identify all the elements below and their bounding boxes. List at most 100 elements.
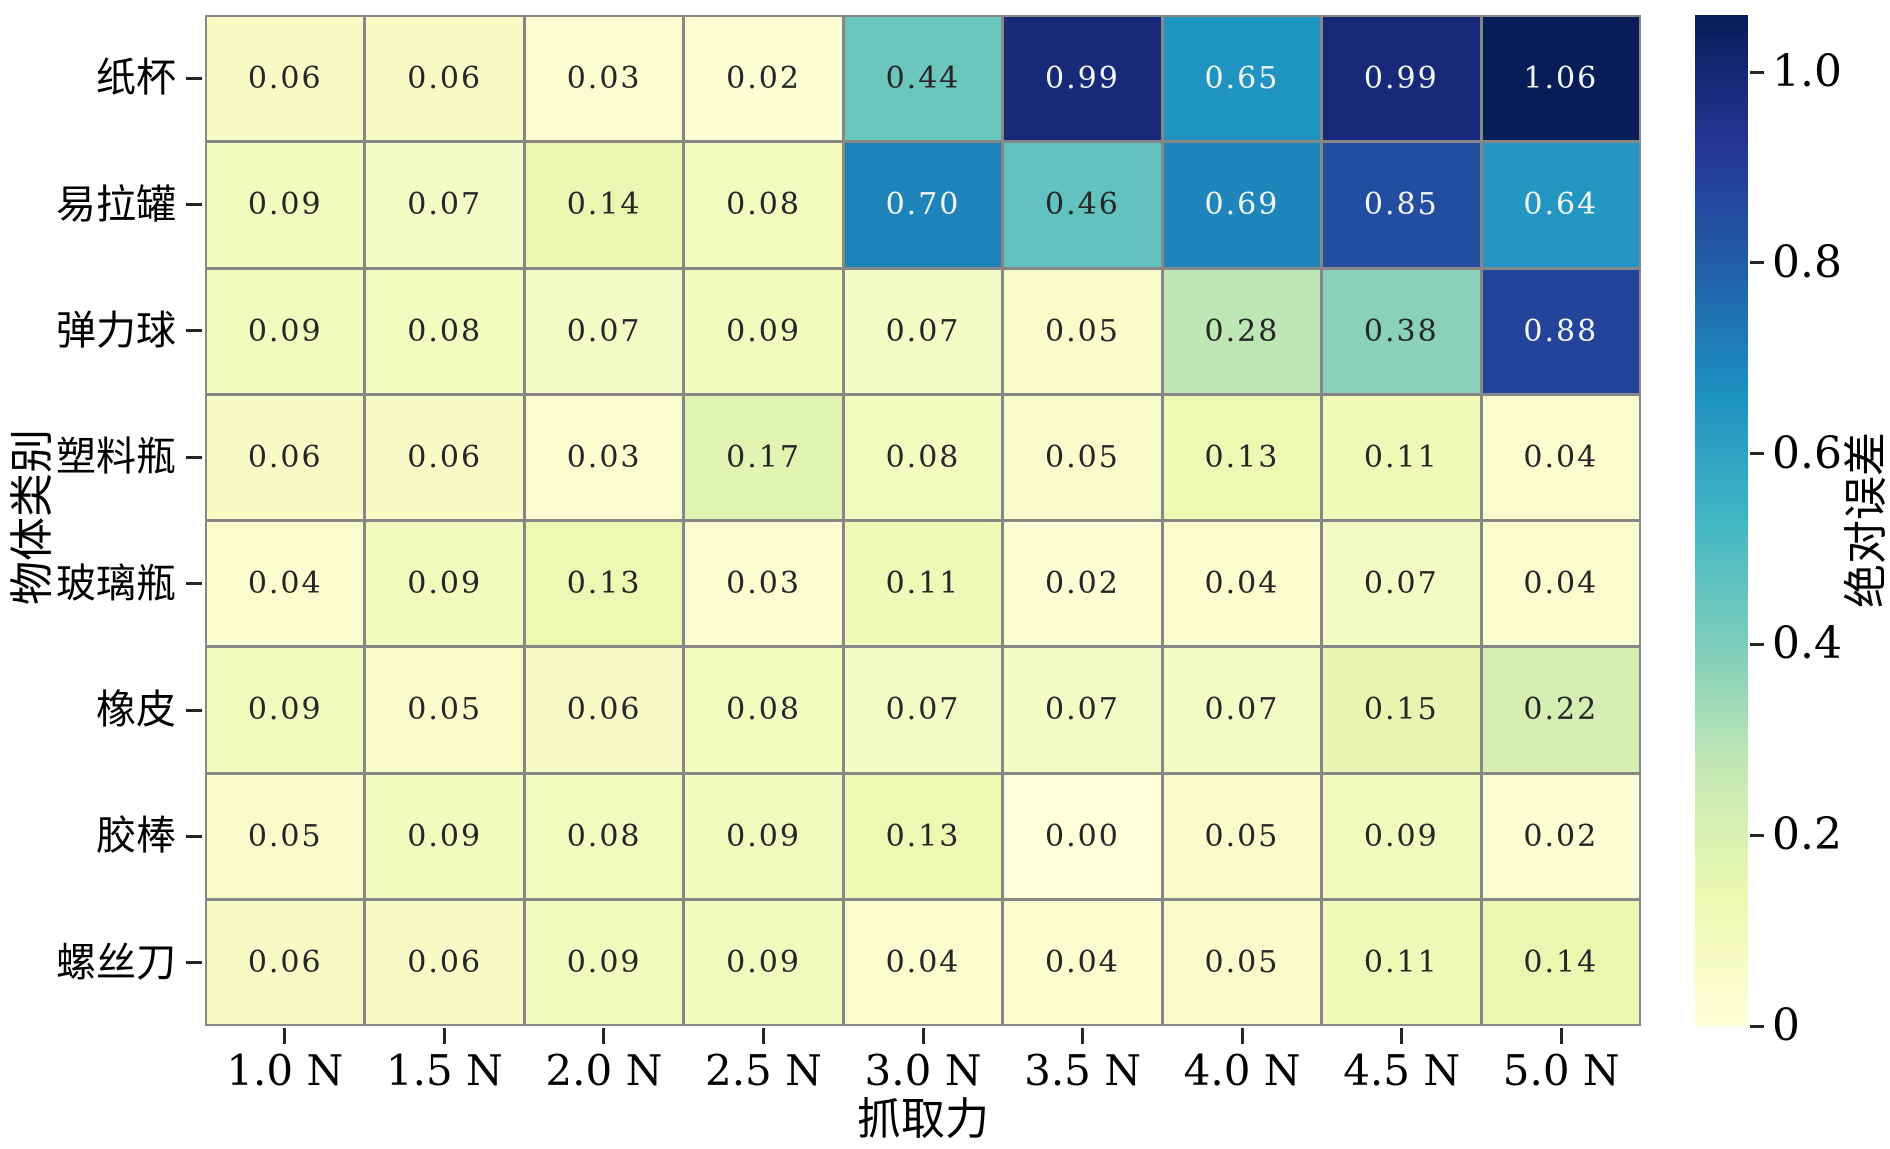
heatmap-cell: 0.28 [1163,269,1321,393]
heatmap-cell: 0.06 [525,648,683,772]
y-tick-mark [186,708,202,712]
y-tick-label: 塑料瓶 [56,434,176,481]
heatmap-cell: 0.64 [1482,143,1639,267]
heatmap-cell: 0.09 [207,269,364,393]
colorbar-tick-label: 0.4 [1772,618,1842,670]
heatmap-cell: 0.13 [525,522,683,646]
heatmap-cell: 0.05 [1163,900,1321,1024]
heatmap-cell: 0.04 [1163,522,1321,646]
colorbar-tick-label: 0.6 [1772,427,1842,479]
heatmap-cell: 0.02 [685,17,842,141]
y-tick-mark [186,582,202,586]
heatmap-cell: 0.07 [525,269,683,393]
heatmap-cell: 0.07 [1004,648,1161,772]
heatmap-cell: 0.69 [1163,143,1321,267]
x-tick-label: 2.0 N [545,1046,663,1095]
x-tick-mark [1559,1028,1563,1044]
x-tick-label: 3.0 N [864,1046,982,1095]
colorbar-tick-label: 0.2 [1772,809,1842,861]
heatmap-cell: 0.04 [207,522,364,646]
y-tick-label: 橡皮 [96,687,176,734]
y-tick-label: 玻璃瓶 [56,560,176,607]
heatmap-cell: 0.07 [1323,522,1480,646]
x-tick-label: 2.5 N [704,1046,822,1095]
heatmap-cell: 0.99 [1004,17,1161,141]
y-tick-label: 易拉罐 [56,181,176,228]
heatmap-cell: 0.07 [366,143,523,267]
heatmap-cell: 0.14 [525,143,683,267]
x-tick-label: 4.0 N [1183,1046,1301,1095]
heatmap-cell: 0.11 [1323,395,1480,519]
heatmap-cell: 0.05 [366,648,523,772]
heatmap-cell: 0.70 [844,143,1002,267]
heatmap-cell: 0.09 [525,900,683,1024]
y-tick-label: 螺丝刀 [56,939,176,986]
colorbar-tick-label: 0 [1772,1000,1800,1051]
y-tick-mark [186,203,202,207]
heatmap-cell: 0.85 [1323,143,1480,267]
heatmap-cell: 0.06 [366,900,523,1024]
x-tick-mark [1081,1028,1085,1044]
heatmap-cell: 0.05 [1004,269,1161,393]
heatmap-cell: 0.09 [685,900,842,1024]
heatmap-cell: 0.05 [1004,395,1161,519]
heatmap-cell: 0.14 [1482,900,1639,1024]
y-tick-label: 纸杯 [96,55,176,102]
heatmap-cell: 0.09 [207,648,364,772]
colorbar-tick-mark [1750,1024,1764,1028]
colorbar-tick-mark [1750,642,1764,646]
heatmap-cell: 0.06 [207,395,364,519]
colorbar-tick-mark [1750,452,1764,456]
y-tick-mark [186,455,202,459]
heatmap-cell: 0.99 [1323,17,1480,141]
heatmap-cell: 0.04 [844,900,1002,1024]
colorbar-tick-label: 1.0 [1772,46,1842,98]
colorbar-tick-mark [1750,70,1764,74]
heatmap-cell: 1.06 [1482,17,1639,141]
heatmap-cell: 0.02 [1482,774,1639,898]
x-tick-mark [602,1028,606,1044]
heatmap-cell: 0.09 [1323,774,1480,898]
x-tick-label: 4.5 N [1343,1046,1461,1095]
heatmap-cell: 0.09 [685,774,842,898]
x-tick-mark [761,1028,765,1044]
heatmap-cell: 0.07 [844,269,1002,393]
y-tick-mark [186,834,202,838]
heatmap-cell: 0.04 [1482,522,1639,646]
y-tick-mark [186,329,202,333]
heatmap-cell: 0.06 [366,17,523,141]
heatmap-cell: 0.03 [685,522,842,646]
heatmap-cell: 0.08 [685,648,842,772]
heatmap-cell: 0.07 [1163,648,1321,772]
heatmap-cell: 0.06 [207,17,364,141]
colorbar-tick-mark [1750,833,1764,837]
x-tick-label: 5.0 N [1502,1046,1620,1095]
heatmap-cell: 0.13 [844,774,1002,898]
heatmap-cell: 0.03 [525,17,683,141]
heatmap-cell: 0.09 [685,269,842,393]
heatmap-cell: 0.22 [1482,648,1639,772]
heatmap-cell: 0.09 [366,522,523,646]
x-tick-mark [1400,1028,1404,1044]
heatmap-cell: 0.38 [1323,269,1480,393]
y-tick-mark [186,76,202,80]
x-tick-mark [1240,1028,1244,1044]
heatmap-cell: 0.11 [1323,900,1480,1024]
heatmap-cell: 0.06 [366,395,523,519]
heatmap-cell: 0.11 [844,522,1002,646]
heatmap-cell: 0.04 [1004,900,1161,1024]
heatmap-cell: 0.05 [1163,774,1321,898]
heatmap-cell: 0.07 [844,648,1002,772]
heatmap-cell: 0.08 [844,395,1002,519]
heatmap-grid: 0.06 0.06 0.03 0.02 0.44 0.99 0.65 0.99 1.06 0.09… [205,15,1641,1026]
heatmap-cell: 0.88 [1482,269,1639,393]
heatmap-cell: 0.00 [1004,774,1161,898]
x-tick-label: 3.5 N [1024,1046,1141,1095]
heatmap-cell: 0.08 [685,143,842,267]
heatmap-cell: 0.08 [525,774,683,898]
colorbar-tick-label: 0.8 [1772,236,1842,288]
heatmap-cell: 0.46 [1004,143,1161,267]
heatmap-cell: 0.02 [1004,522,1161,646]
heatmap-cell: 0.13 [1163,395,1321,519]
